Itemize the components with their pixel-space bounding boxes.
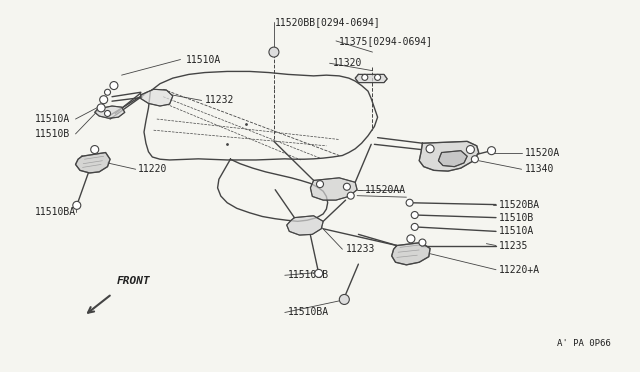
Circle shape	[412, 224, 418, 230]
Circle shape	[467, 145, 474, 154]
Circle shape	[406, 199, 413, 206]
Text: 11510A: 11510A	[35, 114, 70, 124]
Text: 11510BB: 11510BB	[288, 270, 329, 280]
Text: A' PA 0P66: A' PA 0P66	[557, 339, 611, 348]
Polygon shape	[355, 74, 387, 83]
Circle shape	[317, 181, 323, 187]
Circle shape	[362, 74, 368, 80]
Circle shape	[412, 212, 418, 218]
Polygon shape	[438, 151, 467, 167]
Text: 11340: 11340	[525, 164, 554, 174]
Text: 11510B: 11510B	[499, 213, 534, 222]
Circle shape	[419, 239, 426, 246]
Polygon shape	[392, 243, 430, 265]
Circle shape	[104, 89, 111, 95]
Text: 11375[0294-0694]: 11375[0294-0694]	[339, 36, 433, 46]
Text: 11510A: 11510A	[499, 227, 534, 236]
Circle shape	[339, 295, 349, 304]
Text: 11220+A: 11220+A	[499, 265, 540, 275]
Circle shape	[472, 156, 478, 163]
Circle shape	[374, 74, 381, 80]
Polygon shape	[419, 141, 479, 171]
Text: 11232: 11232	[205, 96, 234, 105]
Circle shape	[110, 81, 118, 90]
Circle shape	[100, 96, 108, 104]
Polygon shape	[95, 106, 125, 118]
Circle shape	[91, 145, 99, 154]
Circle shape	[97, 104, 105, 112]
Circle shape	[73, 201, 81, 209]
Polygon shape	[287, 216, 323, 235]
Circle shape	[344, 183, 350, 190]
Polygon shape	[310, 178, 357, 200]
Circle shape	[348, 192, 354, 199]
Circle shape	[269, 47, 279, 57]
Polygon shape	[141, 89, 173, 106]
Text: 11233: 11233	[346, 244, 375, 254]
Circle shape	[407, 235, 415, 243]
Text: 11520AA: 11520AA	[365, 185, 406, 195]
Circle shape	[426, 145, 434, 153]
Text: 11520A: 11520A	[525, 148, 560, 157]
Text: 11510B: 11510B	[35, 129, 70, 139]
Circle shape	[315, 269, 323, 278]
Text: 11510BA: 11510BA	[288, 308, 329, 317]
Text: 11510BA: 11510BA	[35, 207, 76, 217]
Text: 11320: 11320	[333, 58, 362, 68]
Text: 11510A: 11510A	[186, 55, 221, 64]
Circle shape	[104, 110, 111, 116]
Circle shape	[488, 147, 495, 155]
Text: 11235: 11235	[499, 241, 529, 250]
Text: 11220: 11220	[138, 164, 167, 174]
Polygon shape	[76, 153, 110, 173]
Text: 11520BB[0294-0694]: 11520BB[0294-0694]	[275, 17, 381, 27]
Text: 11520BA: 11520BA	[499, 200, 540, 209]
Text: FRONT: FRONT	[117, 276, 151, 286]
